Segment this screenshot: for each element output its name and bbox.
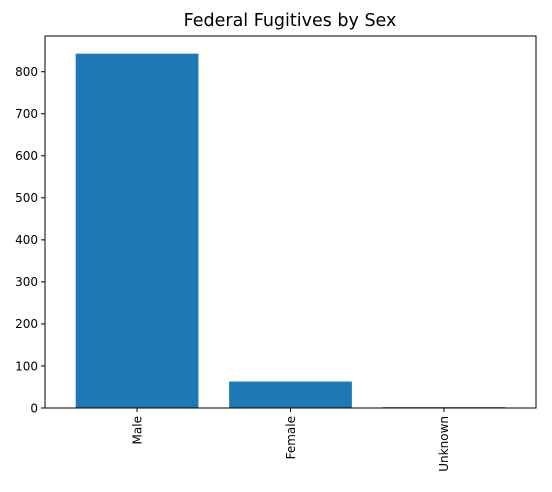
y-tick-label: 700 <box>15 107 38 121</box>
bar-male <box>75 53 199 408</box>
y-tick-label: 300 <box>15 275 38 289</box>
x-tick-label-unknown: Unknown <box>437 416 451 472</box>
y-axis: 0 100 200 300 400 500 600 700 800 <box>15 65 45 415</box>
y-tick-label: 800 <box>15 65 38 79</box>
plot-frame <box>44 35 537 409</box>
x-axis: Male Female Unknown <box>130 408 451 472</box>
bar-female <box>229 381 352 408</box>
y-tick-label: 200 <box>15 317 38 331</box>
y-tick-label: 0 <box>30 401 38 415</box>
axes-spines <box>44 35 537 409</box>
y-tick-label: 400 <box>15 233 38 247</box>
bars-group <box>75 53 506 408</box>
x-tick-label-male: Male <box>130 416 144 444</box>
x-tick-label-female: Female <box>284 416 298 459</box>
chart-title: Federal Fugitives by Sex <box>184 11 397 31</box>
y-tick-label: 100 <box>15 359 38 373</box>
y-tick-label: 500 <box>15 191 38 205</box>
y-tick-label: 600 <box>15 149 38 163</box>
